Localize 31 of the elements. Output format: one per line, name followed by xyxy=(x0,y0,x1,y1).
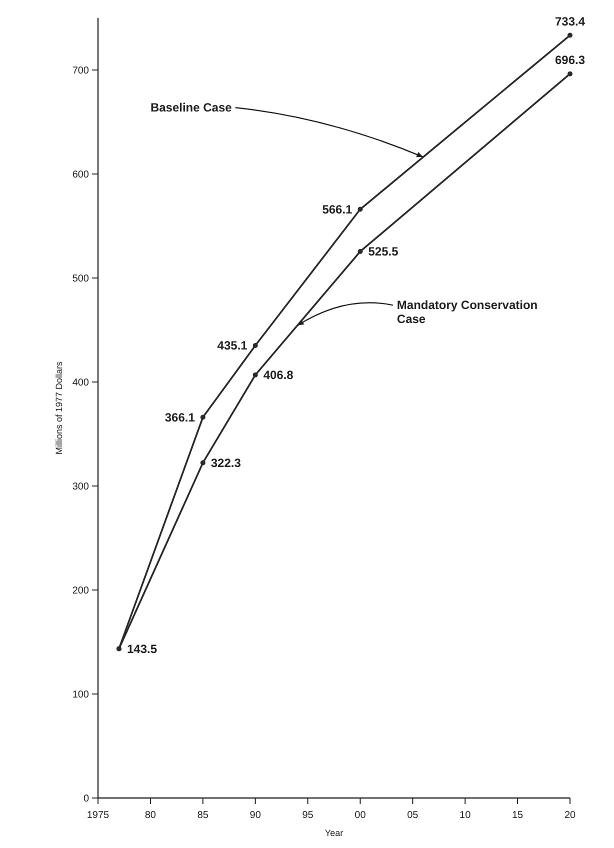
x-tick-label: 00 xyxy=(354,810,366,821)
data-label: 566.1 xyxy=(322,202,353,216)
data-label: 322.3 xyxy=(210,456,242,470)
annotation: Mandatory Conservation Case xyxy=(396,298,538,326)
y-tick-label: 400 xyxy=(72,378,90,388)
y-tick-label: 700 xyxy=(72,66,90,76)
data-label: 366.1 xyxy=(164,410,196,424)
x-tick-label: 95 xyxy=(302,810,314,821)
x-tick-label: 10 xyxy=(460,810,472,821)
y-tick-label: 300 xyxy=(72,482,90,492)
data-label: 696.3 xyxy=(554,52,586,67)
data-label: 406.8 xyxy=(263,368,294,382)
y-tick-label: 0 xyxy=(83,794,90,804)
data-label: 525.5 xyxy=(368,244,399,258)
y-tick-label: 500 xyxy=(72,274,90,284)
annotation: Baseline Case xyxy=(150,100,232,115)
x-axis-title: Year xyxy=(324,828,344,838)
y-tick-label: 100 xyxy=(72,690,90,700)
y-axis-title: Millions of 1977 Dollars xyxy=(54,360,64,455)
data-label: 143.5 xyxy=(126,642,158,656)
y-tick-label: 200 xyxy=(72,586,90,596)
x-tick-label: 80 xyxy=(144,810,156,821)
x-tick-label: 85 xyxy=(197,810,209,821)
x-tick-label: 05 xyxy=(407,810,419,821)
y-tick-label: 600 xyxy=(72,170,90,180)
x-tick-label: 90 xyxy=(250,810,262,821)
x-tick-label: 20 xyxy=(564,810,576,821)
x-tick-label: 1975 xyxy=(86,810,110,821)
x-tick-label: 15 xyxy=(512,810,524,821)
data-label: 435.1 xyxy=(217,338,248,352)
data-label: 733.4 xyxy=(554,14,586,28)
